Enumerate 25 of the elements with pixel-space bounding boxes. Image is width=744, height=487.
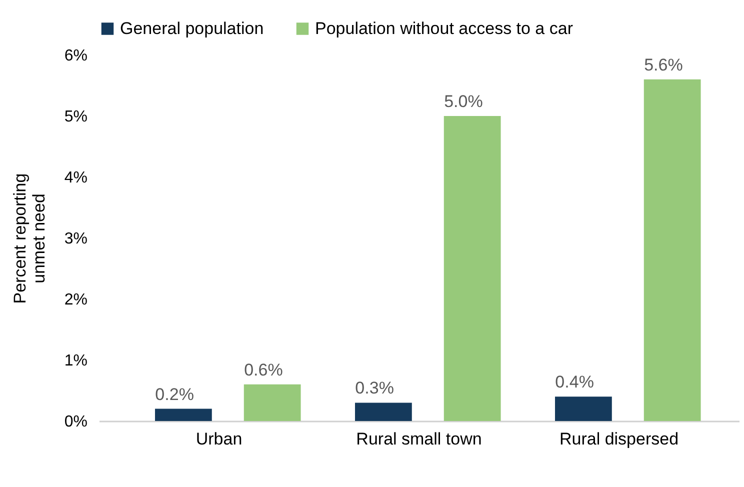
bar [644,79,701,421]
bar [155,408,212,421]
y-axis-title: Percent reporting unmet need [10,173,48,304]
y-tick-label: 0% [64,414,88,430]
y-tick-label: 6% [64,48,88,64]
y-tick-label: 5% [64,108,88,126]
bar [244,384,301,421]
data-label: 5.0% [444,92,483,111]
x-tick-label: Rural small town [356,430,482,448]
y-tick-label: 2% [64,292,88,308]
y-tick-label: 3% [64,230,88,248]
data-label: 0.4% [555,372,594,392]
data-label: 0.6% [244,360,283,380]
x-tick-label: Rural dispersed [559,430,679,448]
y-tick-label: 1% [64,352,88,370]
data-label: 5.6% [644,55,683,74]
bar [555,396,612,421]
data-label: 0.2% [155,384,194,404]
legend-label: General population [120,18,264,38]
bar [355,402,412,421]
bar [444,116,501,421]
legend-label: Population without access to a car [315,18,574,38]
data-label: 0.3% [355,378,394,398]
y-tick-label: 4% [64,170,88,186]
x-tick-label: Urban [196,430,242,448]
